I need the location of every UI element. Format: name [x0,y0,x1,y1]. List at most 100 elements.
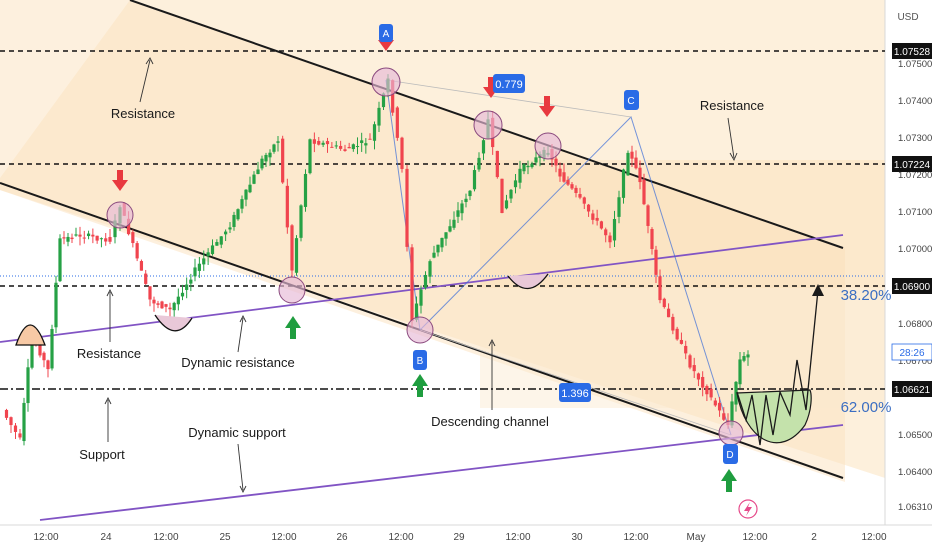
candle-body [131,232,135,244]
candle-body [228,227,232,230]
candle-body [22,402,26,442]
candle-body [210,245,215,255]
candle-body [244,189,248,200]
candle-body [285,185,289,228]
candle-body [481,140,486,154]
projection-zigzag [736,289,819,446]
time-tick: 12:00 [861,532,886,543]
candle-body [675,328,679,340]
pattern-guide-ac [385,79,632,118]
candle-body [364,143,368,146]
candle-body [534,157,538,163]
candle-body [608,235,612,243]
green-projection-zone [736,389,812,444]
fib-label-62: 62.00% [841,399,892,416]
candle-body [308,139,312,174]
candle-body [351,144,355,150]
candle-body [325,141,330,145]
time-tick: 12:00 [742,532,767,543]
annotation-resistance-top-left: Resistance [111,106,175,121]
candle-body [526,165,530,168]
candle-body [46,360,50,370]
annotation-descending-channel: Descending channel [431,414,549,429]
candle-body [180,292,185,297]
candle-body [574,187,578,194]
candle-body [452,219,456,228]
candle-body [662,298,666,308]
candle-body [705,386,709,395]
candle-body [650,229,654,250]
candle-body [595,217,599,221]
candle-body [13,425,18,432]
ratio-0779-label: 0.779 [495,79,523,91]
svg-text:1.06900: 1.06900 [894,282,931,293]
candle-body [113,220,117,238]
price-tick: 1.07500 [898,59,932,70]
candle-body [513,180,518,188]
point-a-label: A [383,29,390,40]
price-tick: 1.06310 [898,502,932,513]
green-up-arrows [285,316,737,492]
candle-body [730,401,734,426]
candle-body [436,244,440,253]
price-label-106900: 1.06900 [892,278,932,294]
candle-body [360,140,364,144]
candle-body [78,234,82,237]
candle-body [684,345,688,354]
lightning-icon[interactable] [738,499,758,519]
candle-body [400,137,404,169]
candle-body [312,139,316,144]
ratio-badge-1396[interactable]: 1.396 [559,383,591,402]
ratio-1396-label: 1.396 [561,388,589,400]
candle-body [281,138,285,183]
point-c-badge[interactable]: C [624,90,639,110]
candle-body [86,233,91,237]
time-axis[interactable]: 12:00 24 12:00 25 12:00 26 12:00 29 12:0… [33,532,886,543]
price-axis[interactable]: 1.07500 1.07400 1.07300 1.07200 1.07100 … [898,59,932,513]
time-tick: 12:00 [505,532,530,543]
svg-text:1.07224: 1.07224 [894,160,931,171]
candle-body [654,249,658,275]
support-arc-1 [15,324,46,346]
time-tick: 12:00 [153,532,178,543]
support-arc-3 [507,273,549,290]
candle-body [189,279,193,284]
candle-body [444,232,448,239]
annotation-pointers [104,57,738,494]
candle-body [248,184,252,193]
point-d-badge[interactable]: D [723,444,738,464]
candle-body [164,304,168,307]
candle-body [185,284,189,290]
candle-body [709,388,713,398]
candle-body [42,352,46,361]
candle-body [671,316,675,331]
point-a-badge[interactable]: A [379,24,393,42]
candle-body [566,179,570,185]
candle-body [104,238,108,242]
time-tick: 12:00 [623,532,648,543]
time-tick: 25 [219,532,231,543]
candle-body [160,301,164,309]
candle-body [264,154,268,162]
svg-text:1.07528: 1.07528 [894,47,931,58]
svg-text:1.06621: 1.06621 [894,385,931,396]
candle-body [144,273,148,284]
candle-body [432,252,436,258]
candle-body [54,282,58,328]
price-tick: 1.07200 [898,170,932,181]
candle-body [126,218,131,235]
price-tick: 1.06800 [898,319,932,330]
candle-body [472,170,477,190]
candle-body [522,164,526,172]
candle-body [219,236,223,245]
pattern-guide-bd [419,329,732,436]
annotation-dynamic-support: Dynamic support [188,425,286,440]
ratio-badge-0779[interactable]: 0.779 [493,74,525,93]
candle-body [343,149,347,151]
point-b-badge[interactable]: B [413,350,427,370]
candle-body [91,234,95,237]
time-tick: 29 [453,532,465,543]
candle-body [642,179,646,205]
candle-body [330,146,334,148]
